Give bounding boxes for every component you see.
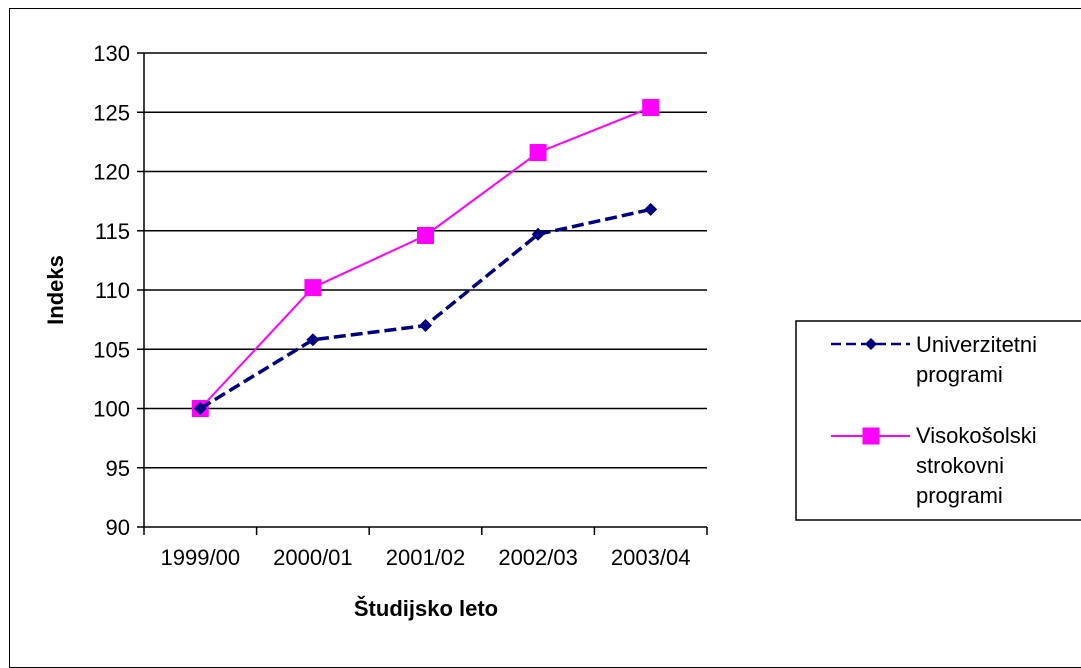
legend-marker (865, 338, 877, 350)
data-point (306, 333, 320, 347)
x-tick-label: 2003/04 (611, 545, 691, 570)
x-tick-label: 1999/00 (161, 545, 241, 570)
y-axis-ticks: 90 95 100 105 110 115 120 125 130 (93, 41, 144, 540)
x-axis-title: Študijsko leto (354, 596, 498, 621)
series-1 (193, 202, 658, 415)
y-tick-label: 90 (106, 515, 130, 540)
legend-label: programi (916, 483, 1003, 508)
legend: Univerzitetni programi Visokošolski strokov… (795, 320, 1081, 521)
y-tick-label: 115 (95, 219, 130, 244)
y-tick-label: 125 (93, 100, 130, 125)
series-layer (191, 99, 660, 417)
series-line (199, 106, 652, 410)
legend-marker (862, 427, 880, 445)
y-tick-label: 100 (93, 397, 130, 422)
y-axis-title: Indeks (43, 255, 68, 325)
series-2 (191, 99, 660, 417)
data-point (529, 144, 547, 162)
legend-label: programi (916, 362, 1003, 387)
x-tick-label: 2002/03 (498, 545, 578, 570)
y-tick-label: 110 (95, 278, 130, 303)
y-tick-label: 130 (93, 41, 130, 66)
gridlines (144, 52, 707, 469)
x-tick-label: 2000/01 (273, 545, 353, 570)
y-tick-label: 120 (93, 160, 130, 185)
data-point (531, 227, 545, 241)
data-point (304, 279, 322, 297)
legend-label: Visokošolski (916, 423, 1037, 448)
legend-label: Univerzitetni (916, 332, 1037, 357)
data-point (419, 319, 432, 333)
line-chart: 90 95 100 105 110 115 120 125 130 1999/00 2000/01… (43, 41, 1081, 621)
legend-item-2: Visokošolski strokovni programi (831, 423, 1037, 508)
data-point (644, 202, 658, 216)
x-axis-ticks: 1999/00 2000/01 2001/02 2002/03 2003/04 (143, 527, 708, 570)
data-point (642, 99, 660, 117)
legend-item-1: Univerzitetni programi (831, 332, 1037, 387)
legend-box (795, 320, 1081, 521)
y-tick-label: 105 (93, 337, 130, 362)
data-point (417, 226, 434, 244)
y-tick-label: 95 (106, 456, 130, 481)
legend-label: strokovni (916, 453, 1004, 478)
x-tick-label: 2001/02 (386, 545, 466, 570)
data-point (193, 402, 207, 415)
